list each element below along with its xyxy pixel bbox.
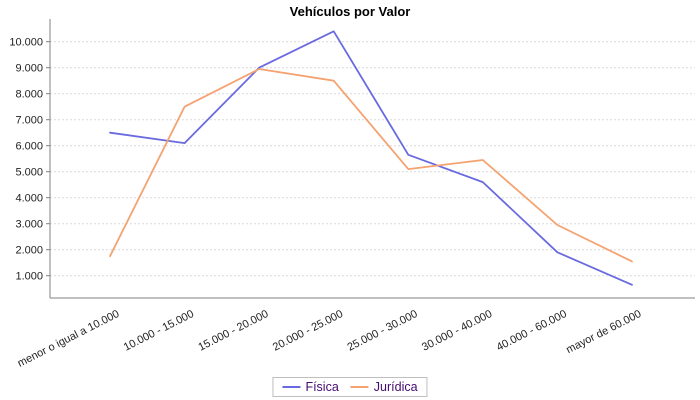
y-tick-label: 4.000 [15, 193, 43, 205]
y-axis-ticks [46, 41, 50, 277]
x-tick-label: 40.000 - 60.000 [495, 308, 569, 354]
x-category-labels: menor o igual a 10.000 10.000 - 15.000 15.… [16, 308, 644, 370]
x-tick-label: 25.000 - 30.000 [346, 308, 420, 354]
y-tick-labels: 1.000 2.000 3.000 4.000 5.000 6.000 7.000 8.000… [9, 37, 43, 283]
legend-item-fisica: Física [282, 380, 339, 394]
series-line-juridica [109, 68, 633, 263]
chart-title: Vehículos por Valor [289, 4, 411, 19]
y-tick-label: 10.000 [9, 37, 43, 49]
y-tick-label: 5.000 [15, 167, 43, 179]
legend-label-fisica: Física [305, 380, 339, 394]
x-tick-label: mayor de 60.000 [564, 308, 643, 356]
x-tick-label: 10.000 - 15.000 [122, 308, 196, 354]
y-tick-label: 3.000 [15, 219, 43, 231]
plot-area: 1.000 2.000 3.000 4.000 5.000 6.000 7.000 8.000… [9, 19, 695, 370]
x-tick-label: 30.000 - 40.000 [420, 308, 494, 354]
fisica-line-swatch-icon [282, 386, 301, 388]
y-tick-label: 9.000 [15, 63, 43, 75]
legend: Física Jurídica [272, 377, 428, 397]
axes [49, 19, 695, 299]
y-tick-label: 7.000 [15, 115, 43, 127]
y-tick-label: 1.000 [15, 271, 43, 283]
series-line-fisica [109, 30, 633, 286]
juridica-line-swatch-icon [350, 386, 369, 388]
y-tick-label: 6.000 [15, 141, 43, 153]
x-tick-label: menor o igual a 10.000 [16, 308, 122, 370]
legend-label-juridica: Jurídica [373, 380, 418, 394]
x-tick-label: 20.000 - 25.000 [271, 308, 345, 354]
legend-item-juridica: Jurídica [350, 380, 418, 394]
x-tick-label: 15.000 - 20.000 [196, 308, 270, 354]
y-tick-label: 2.000 [15, 245, 43, 257]
y-gridlines [50, 41, 695, 277]
y-tick-label: 8.000 [15, 89, 43, 101]
